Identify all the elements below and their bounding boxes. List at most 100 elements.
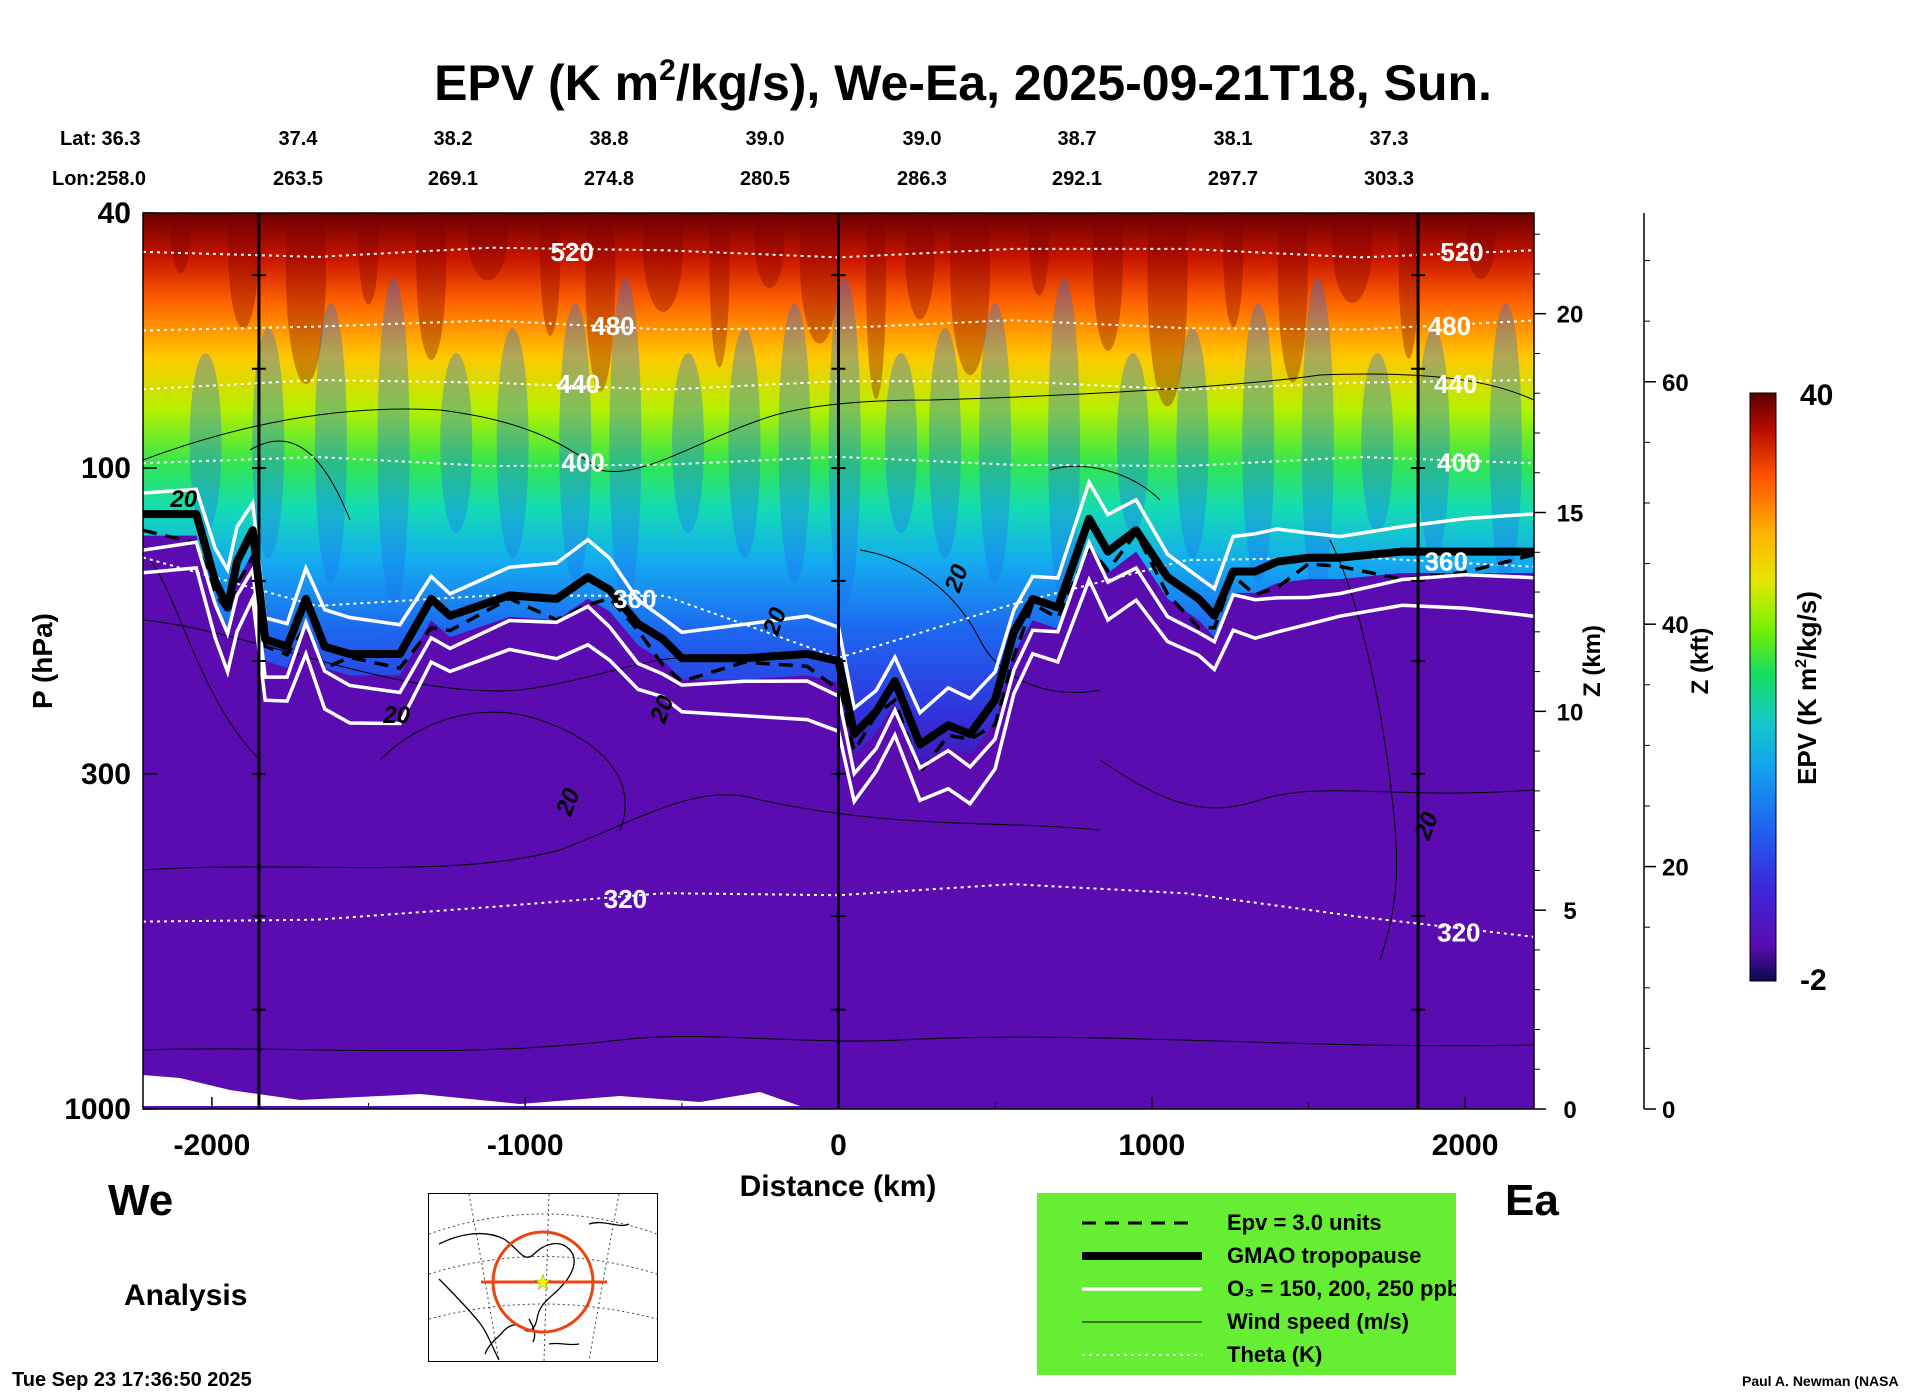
lon-value: 274.8: [584, 168, 634, 190]
epv-streak: [643, 213, 684, 312]
colorbar: [1749, 392, 1777, 982]
y-tick-label: 40: [98, 197, 131, 230]
east-label: Ea: [1505, 1176, 1559, 1225]
epv-streak: [252, 328, 285, 558]
theta-label: 400: [561, 447, 604, 477]
x-tick-label: -2000: [174, 1129, 251, 1162]
wind-speed-contours: [143, 373, 1534, 1052]
epv-streak: [440, 353, 473, 533]
theta-label: 360: [613, 584, 656, 614]
lon-value: 297.7: [1208, 168, 1258, 190]
theta-label: 440: [557, 369, 600, 399]
z-km-tick-label: 20: [1557, 302, 1584, 329]
z-km-tick-label: 15: [1557, 501, 1584, 528]
epv-streak: [979, 303, 1012, 583]
analysis-label: Analysis: [124, 1279, 247, 1312]
wind-speed-label: 20: [169, 486, 197, 513]
epv-streak: [1398, 213, 1419, 359]
z-kft-axis: 0 20 40 60: [1644, 260, 1689, 1124]
x-tick-label: 0: [830, 1129, 847, 1162]
x-axis: -2000 -1000 0 1000 2000: [174, 1097, 1499, 1162]
epv-streak: [904, 213, 935, 320]
lon-value: 280.5: [740, 168, 790, 190]
epv-streak: [228, 213, 259, 329]
z-kft-label: Z (kft): [1687, 628, 1714, 695]
x-tick-label: 1000: [1118, 1129, 1185, 1162]
epv-streak: [950, 213, 991, 375]
lat-value: 37.4: [279, 128, 319, 150]
theta-label: 360: [1425, 547, 1468, 577]
theta-label: 520: [1440, 237, 1483, 267]
lon-value: 269.1: [428, 168, 478, 190]
ozone-contour-line: [143, 566, 1534, 807]
epv-streak: [1223, 213, 1244, 327]
y-tick-label: 1000: [64, 1093, 131, 1126]
epv-streak: [314, 303, 347, 583]
epv-streak: [1116, 353, 1149, 533]
legend-label-wind: Wind speed (m/s): [1227, 1309, 1409, 1334]
lat-value: 37.3: [1370, 128, 1409, 150]
epv-streak: [778, 303, 811, 583]
theta-label: 480: [1428, 311, 1471, 341]
epv-streaks: [170, 213, 1522, 608]
epv-streak: [754, 213, 785, 288]
epv-streak: [585, 213, 616, 392]
epv-streak: [416, 213, 447, 360]
map-center-star-icon: ★: [534, 1272, 552, 1294]
epv-streak: [496, 328, 529, 558]
theta-label: 440: [1434, 369, 1477, 399]
wind-speed-label: 20: [382, 702, 410, 729]
epv-streak: [866, 213, 887, 399]
lon-value: 292.1: [1052, 168, 1102, 190]
epv-streak: [1417, 328, 1450, 558]
epv-streak: [1277, 213, 1308, 383]
lat-label: Lat:: [60, 128, 97, 150]
epv-streak: [170, 213, 191, 273]
epv-streak: [885, 353, 918, 533]
lat-value: 39.0: [903, 128, 942, 150]
y-axis-label: P (hPa): [27, 613, 58, 709]
epv-streak: [358, 213, 379, 305]
epv-streak: [609, 278, 642, 608]
epv-streak: [799, 213, 840, 344]
epv-streak: [1029, 213, 1050, 296]
theta-contour-line: [143, 455, 1534, 468]
theta-contour-line: [143, 378, 1534, 391]
legend-label-theta: Theta (K): [1227, 1342, 1322, 1367]
lat-value: 38.8: [590, 128, 629, 150]
lat-value: 39.0: [746, 128, 785, 150]
x-tick-label: 2000: [1432, 1129, 1499, 1162]
epv-streak: [1332, 213, 1373, 303]
lon-value: 258.0: [96, 168, 146, 190]
legend: Epv = 3.0 units GMAO tropopause O₃ = 150…: [1037, 1193, 1460, 1375]
theta-label: 520: [551, 237, 594, 267]
ozone-contour-line: [143, 538, 1534, 778]
z-km-tick-label: 10: [1557, 699, 1584, 726]
theta-contour-line: [143, 883, 1534, 938]
ozone-contour-line: [143, 478, 1534, 716]
y-axis: 40 100 300 1000: [64, 197, 157, 1126]
colorbar-min-label: -2: [1800, 964, 1827, 997]
lon-value: 286.3: [897, 168, 947, 190]
lon-value: 263.5: [273, 168, 323, 190]
z-km-tick-label: 5: [1563, 898, 1576, 925]
epv-streak: [540, 213, 561, 336]
y-tick-label: 300: [81, 758, 131, 791]
terrain-mask: [143, 1075, 800, 1106]
colorbar-max-label: 40: [1800, 379, 1833, 412]
inset-map-graphic: ★: [428, 1193, 658, 1362]
inset-map: ★: [428, 1193, 658, 1362]
epv-streak: [1361, 353, 1394, 533]
timestamp: Tue Sep 23 17:36:50 2025: [12, 1369, 252, 1391]
z-kft-tick-label: 0: [1662, 1097, 1675, 1124]
epv-streak: [1301, 278, 1334, 608]
credit: Paul A. Newman (NASA: [1742, 1373, 1899, 1389]
colorbar-label: EPV (K m2/kg/s): [1792, 591, 1822, 785]
epv-streak: [467, 213, 508, 281]
legend-label-ozone: O₃ = 150, 200, 250 ppb: [1227, 1276, 1456, 1301]
epv-streak: [928, 328, 961, 558]
x-axis-label: Distance (km): [740, 1170, 937, 1203]
lat-value: 36.3: [102, 128, 141, 150]
theta-label: 320: [1437, 917, 1480, 947]
